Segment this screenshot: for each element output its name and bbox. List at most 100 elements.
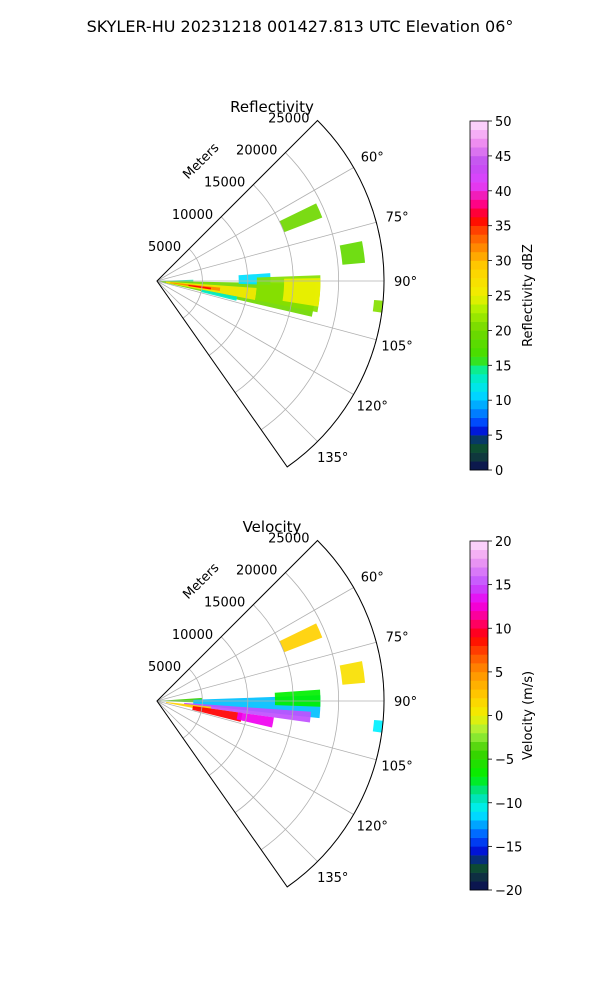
colorbar-segment (470, 321, 488, 331)
azimuth-tick-label: 135° (317, 451, 348, 466)
azimuth-tick-label: 60° (361, 571, 384, 586)
colorbar-segment (470, 129, 488, 139)
echo-region (236, 712, 274, 728)
colorbar-segment (470, 243, 488, 253)
colorbar-segment (470, 356, 488, 366)
colorbar-tick-label: 50 (495, 115, 512, 130)
azimuth-gridline (156, 587, 354, 702)
echo-region (201, 289, 238, 301)
azimuth-gridline (156, 280, 377, 341)
colorbar-segment (470, 881, 488, 891)
range-tick-label: 25000 (268, 111, 309, 126)
colorbar-segment (470, 199, 488, 209)
colorbar-segment (470, 330, 488, 340)
azimuth-tick-label: 75° (386, 211, 409, 226)
range-tick-label: 20000 (236, 144, 277, 159)
figure-title: SKYLER-HU 20231218 001427.813 UTC Elevat… (87, 17, 514, 36)
azimuth-gridline (156, 700, 377, 761)
colorbar-tick-label: 0 (495, 710, 503, 725)
azimuth-gridline (156, 280, 318, 442)
colorbar-tick-label: 30 (495, 255, 512, 270)
colorbar-segment (470, 365, 488, 375)
colorbar-segment (470, 855, 488, 865)
colorbar-segment (470, 741, 488, 751)
range-gridline (260, 152, 339, 431)
colorbar-segment (470, 636, 488, 646)
colorbar-segment (470, 452, 488, 462)
colorbar-segment (470, 863, 488, 873)
azimuth-tick-label: 120° (357, 399, 388, 414)
azimuth-tick-label: 105° (381, 759, 412, 774)
colorbar-segment (470, 147, 488, 157)
range-tick-label: 10000 (172, 208, 213, 223)
azimuth-gridline (156, 280, 354, 395)
colorbar-segment (470, 234, 488, 244)
colorbar-label: Velocity (m/s) (521, 671, 536, 760)
colorbar-segment (470, 295, 488, 305)
colorbar-segment (470, 286, 488, 296)
colorbar-segment (470, 593, 488, 603)
azimuth-tick-label: 60° (361, 151, 384, 166)
panel-reflectivity: Reflectivity500010000150002000025000Mete… (148, 98, 536, 479)
range-tick-label: 5000 (148, 660, 181, 675)
colorbar-tick-label: 15 (495, 579, 512, 594)
colorbar-segment (470, 304, 488, 314)
colorbar-segment (470, 759, 488, 769)
colorbar-segment (470, 121, 488, 131)
colorbar-segment (470, 628, 488, 638)
colorbar-segment (470, 811, 488, 821)
colorbar-segment (470, 689, 488, 699)
colorbar-segment (470, 443, 488, 453)
colorbar-tick-label: −20 (495, 884, 522, 899)
azimuth-gridline (156, 221, 377, 282)
colorbar-segment (470, 408, 488, 418)
echo-region (165, 281, 257, 301)
colorbar-segment (470, 339, 488, 349)
colorbar-segment (470, 260, 488, 270)
range-gridline (260, 572, 339, 851)
range-gridline (182, 248, 203, 319)
colorbar-segment (470, 820, 488, 830)
azimuth-tick-label: 90° (394, 695, 417, 710)
colorbar-segment (470, 549, 488, 559)
colorbar-segment (470, 190, 488, 200)
range-tick-label: 20000 (236, 564, 277, 579)
colorbar-tick-label: 15 (495, 359, 512, 374)
echo-region (188, 284, 212, 290)
colorbar-segment (470, 785, 488, 795)
colorbar-segment (470, 872, 488, 882)
colorbar-segment (470, 225, 488, 235)
colorbar-segment (470, 400, 488, 410)
colorbar-tick-label: 20 (495, 324, 512, 339)
colorbar-segment (470, 251, 488, 261)
colorbar-segment (470, 706, 488, 716)
colorbar-segment (470, 347, 488, 357)
echo-region (192, 706, 243, 722)
colorbar-tick-label: 40 (495, 185, 512, 200)
colorbar-segment (470, 610, 488, 620)
colorbar-segment (470, 794, 488, 804)
colorbar-segment (470, 724, 488, 734)
colorbar-tick-label: −10 (495, 797, 522, 812)
colorbar-segment (470, 138, 488, 148)
colorbar-segment (470, 173, 488, 183)
colorbar-segment (470, 278, 488, 288)
echo-region (372, 299, 384, 313)
range-gridline (208, 636, 249, 776)
colorbar-segment (470, 164, 488, 174)
echo-region (279, 623, 323, 653)
colorbar-segment (470, 208, 488, 218)
colorbar-segment (470, 182, 488, 192)
colorbar-segment (470, 837, 488, 847)
colorbar-segment (470, 602, 488, 612)
range-gridline (234, 604, 294, 813)
colorbar-segment (470, 558, 488, 568)
azimuth-tick-label: 75° (386, 631, 409, 646)
colorbar-tick-label: 5 (495, 666, 503, 681)
colorbar-tick-label: 0 (495, 464, 503, 479)
range-tick-label: 15000 (204, 596, 245, 611)
echo-region (339, 661, 366, 685)
colorbar-label: Reflectivity dBZ (521, 244, 536, 347)
